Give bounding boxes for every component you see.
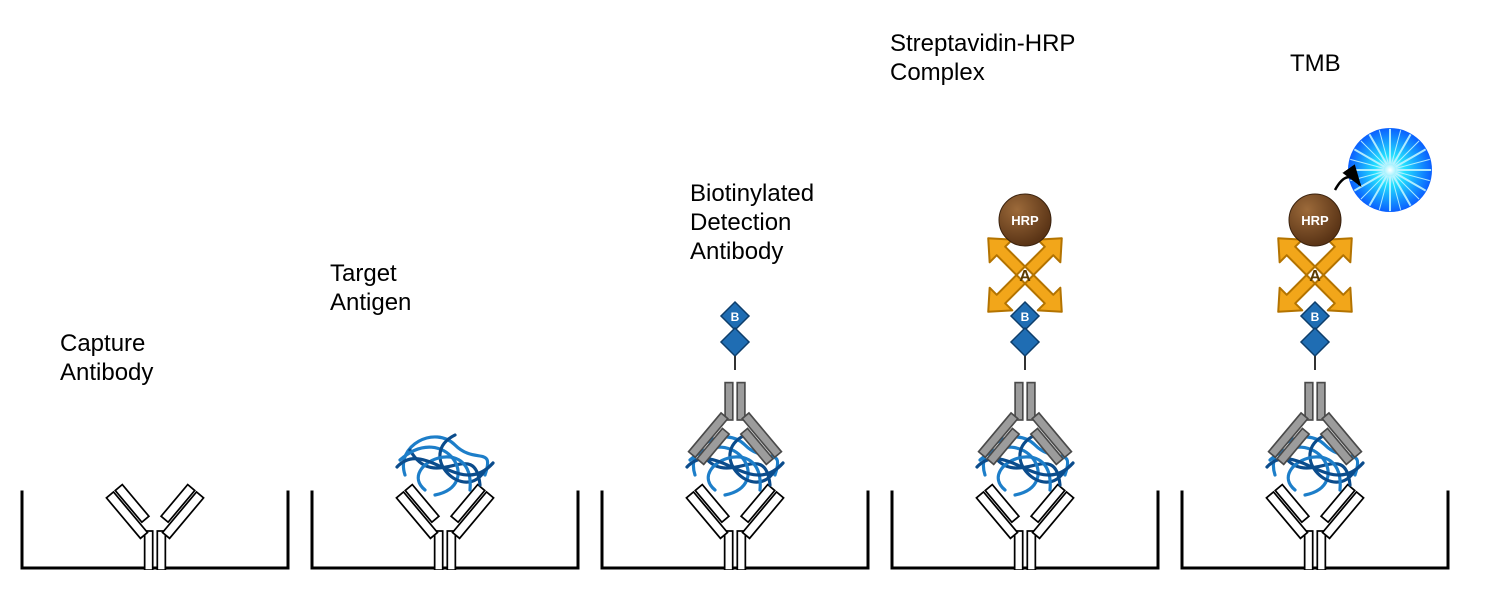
elisa-diagram: B B A HRP B A HRP Capture Antibody Target Antige… <box>0 0 1500 600</box>
svg-text:A: A <box>1019 268 1031 285</box>
svg-text:A: A <box>1309 268 1321 285</box>
elisa-step-5: B A HRP <box>1180 30 1450 570</box>
label-streptavidin-hrp: Streptavidin-HRP Complex <box>890 30 1075 88</box>
svg-text:B: B <box>731 310 740 324</box>
label-detection-antibody: Biotinylated Detection Antibody <box>690 180 814 266</box>
label-tmb: TMB <box>1290 50 1341 79</box>
elisa-step-4: B A HRP <box>890 30 1160 570</box>
svg-text:B: B <box>1311 310 1320 324</box>
svg-text:B: B <box>1021 310 1030 324</box>
elisa-step-3: B <box>600 30 870 570</box>
label-target-antigen: Target Antigen <box>330 260 411 318</box>
svg-text:HRP: HRP <box>1011 213 1039 228</box>
label-capture-antibody: Capture Antibody <box>60 330 153 388</box>
svg-text:HRP: HRP <box>1301 213 1329 228</box>
elisa-step-1 <box>20 30 290 570</box>
